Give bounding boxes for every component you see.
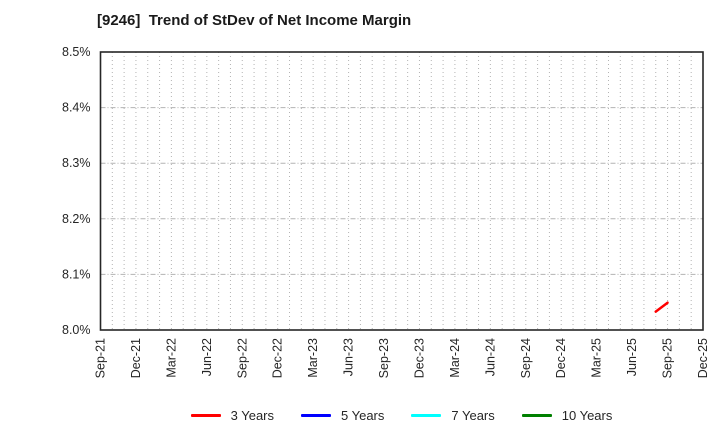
y-tick-label: 8.2% <box>62 212 91 226</box>
legend-item-3-years: 3 Years <box>190 407 274 423</box>
y-tick-label: 8.0% <box>62 323 91 337</box>
legend-label: 10 Years <box>561 407 613 423</box>
x-tick-label: Mar-23 <box>306 338 320 378</box>
legend-line-icon <box>190 413 221 417</box>
x-tick-label: Mar-22 <box>164 338 178 378</box>
x-tick-label: Sep-24 <box>519 338 533 378</box>
legend: 3 Years 5 Years 7 Years 10 Years <box>100 403 703 427</box>
legend-label: 7 Years <box>451 407 495 423</box>
x-tick-label: Mar-25 <box>590 338 604 378</box>
legend-line-icon <box>411 413 442 417</box>
x-tick-label: Dec-24 <box>554 338 568 378</box>
legend-label: 5 Years <box>341 407 385 423</box>
x-tick-label: Mar-24 <box>448 338 462 378</box>
y-tick-label: 8.4% <box>62 101 91 115</box>
y-tick-label: 8.5% <box>62 45 91 59</box>
x-tick-label: Jun-22 <box>200 338 214 376</box>
x-tick-label: Dec-23 <box>412 338 426 378</box>
x-tick-label: Sep-21 <box>94 338 108 378</box>
legend-label: 3 Years <box>230 407 274 423</box>
x-tick-label: Sep-22 <box>235 338 249 378</box>
y-tick-label: 8.3% <box>62 156 91 170</box>
x-tick-label: Dec-22 <box>271 338 285 378</box>
legend-item-5-years: 5 Years <box>301 408 384 423</box>
x-tick-label: Jun-23 <box>342 338 356 376</box>
y-tick-label: 8.1% <box>62 267 91 281</box>
x-tick-label: Jun-24 <box>483 338 497 376</box>
plot-border <box>99 51 704 331</box>
x-tick-label: Jun-25 <box>625 338 639 376</box>
legend-line-icon <box>301 413 331 417</box>
chart-title: [9246] Trend of StDev of Net Income Marg… <box>97 12 412 29</box>
legend-item-7-years: 7 Years <box>411 407 495 423</box>
x-tick-label: Dec-21 <box>129 338 143 378</box>
x-tick-label: Sep-23 <box>377 338 391 378</box>
x-tick-label: Sep-25 <box>661 338 675 378</box>
legend-line-icon <box>521 413 552 417</box>
legend-item-10-years: 10 Years <box>521 407 613 423</box>
series-line-3-years <box>654 301 669 313</box>
x-tick-label: Dec-25 <box>696 338 710 378</box>
